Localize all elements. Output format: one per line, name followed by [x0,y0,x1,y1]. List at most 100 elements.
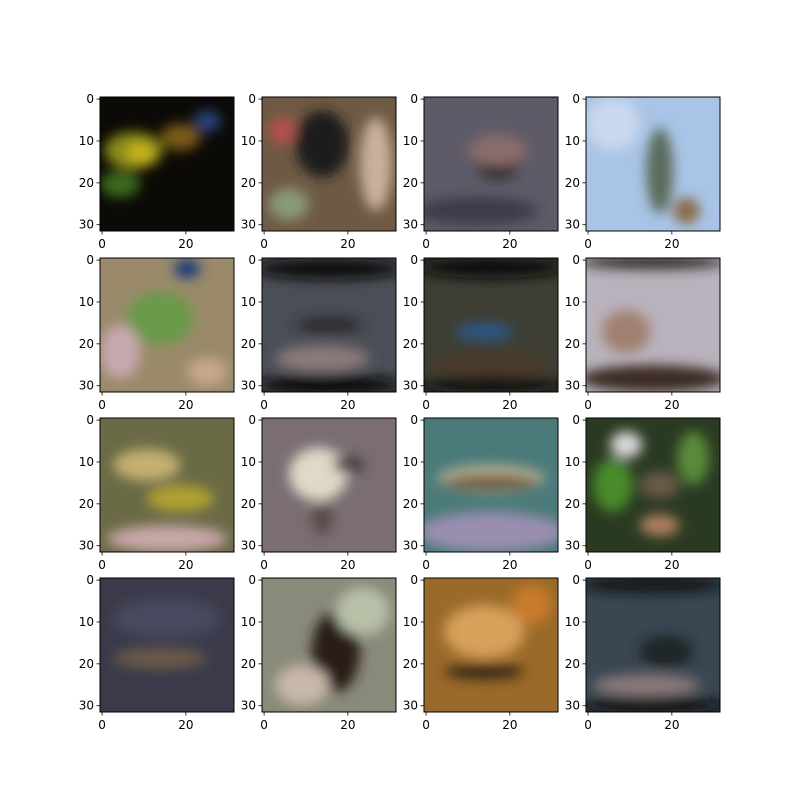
image-blob [295,110,350,178]
image-blob [106,525,228,552]
image-blob [677,431,710,486]
y-tick-label: 30 [79,218,94,232]
generated-image [262,418,396,552]
x-tick-label: 0 [584,237,592,251]
generated-image [586,97,720,231]
axes-frame [423,96,559,232]
image-blob [335,587,390,636]
image-blob [359,117,392,211]
y-tick-label: 10 [241,134,256,148]
y-tick-label: 30 [79,699,94,713]
x-tick-label: 0 [260,237,268,251]
image-panel: 0 10 20 30 0 20 [241,92,397,251]
y-tick-label: 0 [410,413,418,427]
y-tick-label: 20 [241,337,256,351]
x-tick-label: 0 [422,237,430,251]
y-tick-label: 10 [565,455,580,469]
y-tick-label: 20 [241,497,256,511]
y-tick-label: 10 [79,455,94,469]
axes-frame [99,417,235,553]
y-tick-label: 30 [79,539,94,553]
y-tick-label: 0 [410,573,418,587]
x-tick-label: 20 [502,558,517,572]
generated-image [586,578,720,712]
image-panel: 0 10 20 30 0 20 [565,253,721,412]
image-blob [586,97,640,151]
x-tick-label: 20 [502,398,517,412]
image-blob [511,584,552,625]
image-blob [454,323,514,340]
y-tick-label: 0 [410,253,418,267]
image-panel: 0 10 20 30 0 20 [79,573,235,732]
image-blob [639,471,680,499]
image-blob [311,502,334,535]
y-tick-label: 20 [79,176,94,190]
image-blob [262,374,396,392]
y-tick-label: 30 [79,379,94,393]
y-tick-label: 10 [403,134,418,148]
image-panel: 0 10 20 30 0 20 [403,92,559,251]
y-tick-label: 20 [403,337,418,351]
image-blob [444,475,538,490]
y-tick-label: 0 [248,253,256,267]
image-blob [639,635,694,668]
axes-frame [99,577,235,713]
x-tick-label: 0 [260,398,268,412]
image-blob [586,365,720,392]
image-blob [262,258,396,280]
x-tick-label: 0 [260,558,268,572]
x-tick-label: 0 [584,718,592,732]
y-tick-label: 10 [565,134,580,148]
axes-frame [585,577,721,713]
image-blob [424,377,558,392]
y-tick-label: 10 [403,615,418,629]
x-tick-label: 20 [664,558,679,572]
image-blob [126,291,194,346]
y-tick-label: 30 [403,539,418,553]
y-tick-label: 30 [565,379,580,393]
x-tick-label: 0 [422,398,430,412]
y-tick-label: 20 [565,176,580,190]
image-blob [602,310,651,354]
image-blob [444,604,525,659]
image-blob [586,697,720,712]
image-blob [424,258,558,279]
image-blob [288,447,348,502]
image-panel: 0 10 20 30 0 20 [565,573,721,732]
generated-image [100,418,234,552]
generated-image [586,418,720,552]
image-panel: 0 10 20 30 0 20 [79,253,235,412]
y-tick-label: 0 [572,92,580,106]
x-tick-label: 0 [422,558,430,572]
x-tick-label: 20 [340,558,355,572]
image-blob [173,259,201,279]
x-tick-label: 0 [584,398,592,412]
y-tick-label: 20 [79,497,94,511]
y-tick-label: 30 [241,218,256,232]
x-tick-label: 20 [664,237,679,251]
y-tick-label: 20 [403,176,418,190]
y-tick-label: 10 [79,134,94,148]
y-tick-label: 30 [565,699,580,713]
image-blob [424,511,558,552]
y-tick-label: 10 [241,295,256,309]
y-tick-label: 20 [79,657,94,671]
axes-frame [585,257,721,393]
image-blob [592,458,633,512]
generated-image [262,97,396,231]
y-tick-label: 0 [248,92,256,106]
image-blob [586,258,720,269]
image-blob [592,674,700,696]
image-blob [610,431,643,459]
image-blob [193,110,221,132]
axes-frame [423,577,559,713]
image-blob [275,345,370,372]
y-tick-label: 0 [86,253,94,267]
x-tick-label: 0 [98,398,106,412]
x-tick-label: 20 [340,237,355,251]
y-tick-label: 0 [248,413,256,427]
axes-frame [585,96,721,232]
x-tick-label: 0 [260,718,268,732]
y-tick-label: 10 [241,455,256,469]
x-tick-label: 20 [340,398,355,412]
